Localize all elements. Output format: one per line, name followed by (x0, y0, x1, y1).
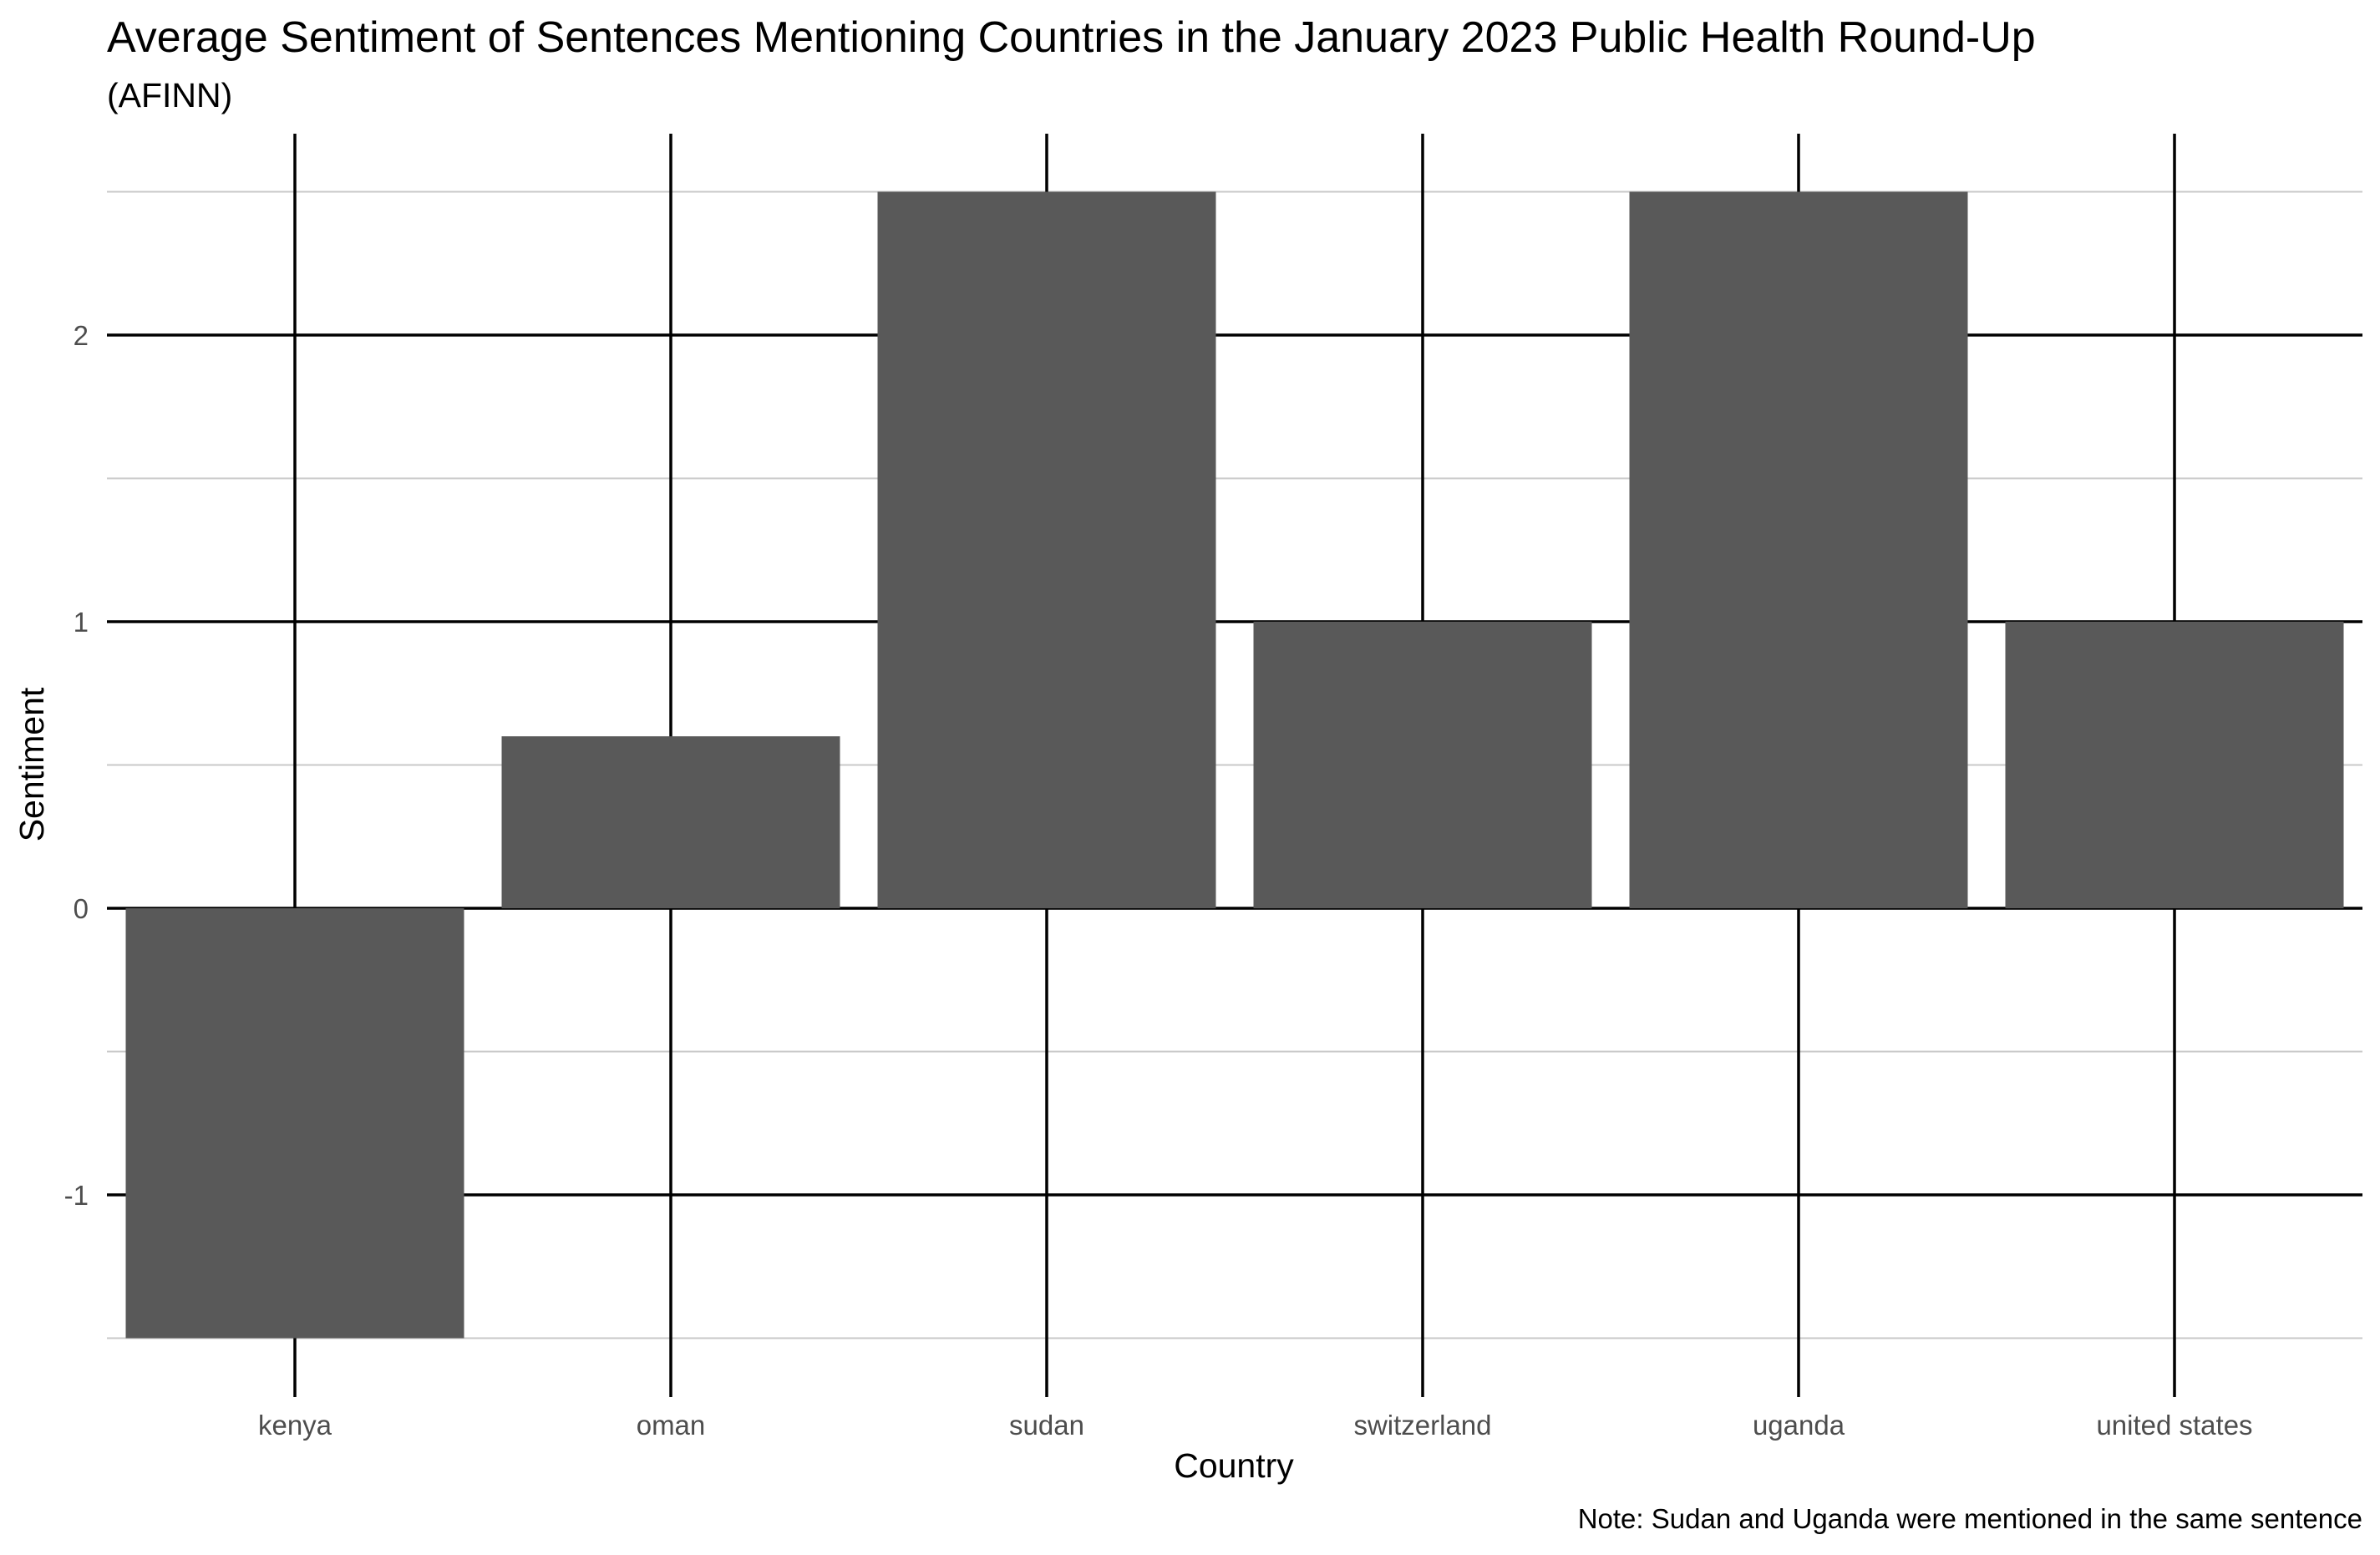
x-tick-label: oman (637, 1410, 706, 1441)
x-tick-label: sudan (1009, 1410, 1084, 1441)
y-tick-label: 2 (74, 320, 89, 351)
bar-united-states (2005, 622, 2344, 908)
bar-oman (501, 736, 840, 908)
y-axis-title: Sentiment (13, 687, 51, 841)
chart-title: Average Sentiment of Sentences Mentionin… (107, 13, 2036, 62)
bar-switzerland (1253, 622, 1592, 908)
x-tick-label: switzerland (1353, 1410, 1491, 1441)
bar-uganda (1629, 191, 1968, 908)
axis-layer: -1 0 1 2 kenya oman sudan switzerland uganda unit… (64, 320, 2253, 1441)
chart-caption: Note: Sudan and Uganda were mentioned in… (1578, 1503, 2362, 1534)
x-tick-label: uganda (1753, 1410, 1845, 1441)
bar-layer (125, 191, 2344, 1339)
chart-subtitle: (AFINN) (107, 76, 232, 114)
x-tick-label: kenya (258, 1410, 332, 1441)
y-tick-label: 1 (74, 607, 89, 638)
bar-kenya (125, 908, 464, 1339)
bar-sudan (877, 191, 1216, 908)
x-tick-label: united states (2096, 1410, 2252, 1441)
x-axis-title: Country (1174, 1446, 1294, 1485)
y-tick-label: -1 (64, 1180, 89, 1211)
y-tick-label: 0 (74, 893, 89, 924)
